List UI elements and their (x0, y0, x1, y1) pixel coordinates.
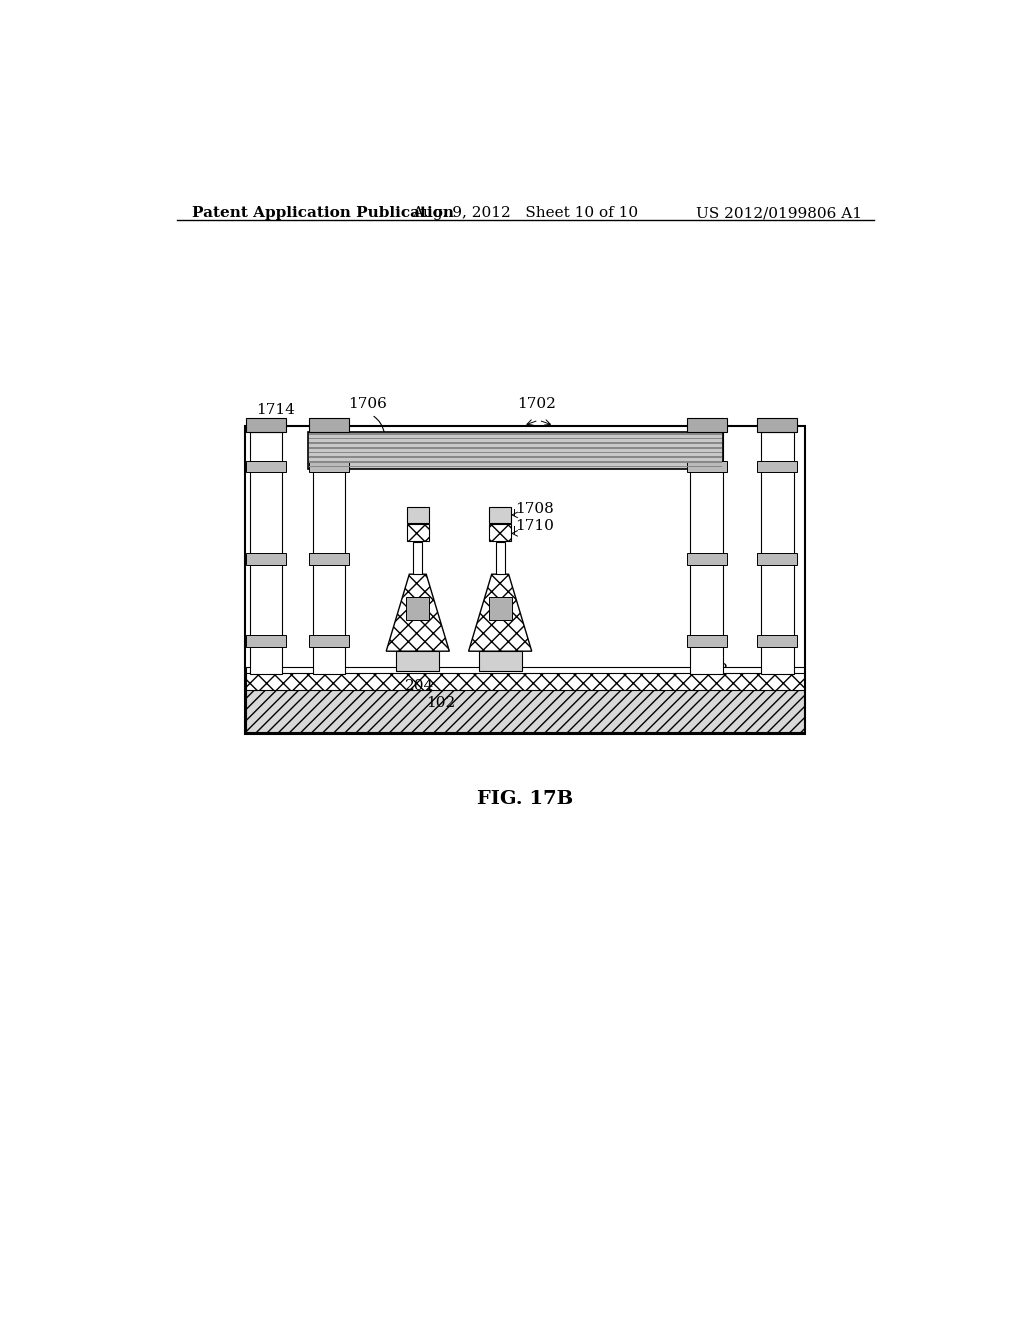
Text: 1702: 1702 (517, 397, 556, 411)
Bar (496, 543, 505, 574)
Bar (246, 686, 804, 733)
Bar (690, 432, 723, 675)
Bar (309, 433, 722, 434)
Bar (758, 461, 798, 473)
Bar (246, 553, 286, 565)
Bar (407, 524, 429, 541)
Bar (686, 461, 727, 473)
Bar (246, 667, 804, 673)
Bar (758, 635, 798, 647)
Text: Aug. 9, 2012   Sheet 10 of 10: Aug. 9, 2012 Sheet 10 of 10 (412, 206, 638, 220)
Text: 1706: 1706 (348, 397, 387, 411)
Text: US 2012/0199806 A1: US 2012/0199806 A1 (696, 206, 862, 220)
Bar (246, 461, 286, 473)
Bar (758, 553, 798, 565)
Bar (758, 418, 798, 432)
Bar (407, 597, 429, 620)
Bar (309, 635, 349, 647)
Bar (396, 651, 439, 671)
Text: Patent Application Publication: Patent Application Publication (193, 206, 455, 220)
Bar (489, 507, 511, 523)
Bar (478, 651, 521, 671)
Text: 102: 102 (426, 696, 456, 710)
Bar (686, 418, 727, 432)
Bar (309, 457, 722, 458)
Polygon shape (469, 574, 531, 651)
Bar (250, 432, 283, 675)
Text: 1708: 1708 (515, 502, 554, 516)
Bar (309, 447, 722, 449)
Bar (309, 438, 722, 440)
Bar (307, 432, 724, 469)
Polygon shape (386, 574, 450, 651)
Bar (407, 507, 429, 523)
Text: 202: 202 (700, 664, 730, 677)
Text: 1710: 1710 (515, 519, 554, 533)
Bar (309, 466, 722, 467)
Text: 1714: 1714 (256, 403, 295, 417)
Bar (761, 432, 794, 675)
Text: FIG. 17B: FIG. 17B (477, 789, 572, 808)
Bar (313, 432, 345, 675)
Bar (686, 635, 727, 647)
Bar (686, 553, 727, 565)
Bar (246, 635, 286, 647)
Bar (489, 524, 511, 541)
Bar (309, 461, 349, 473)
Bar (246, 418, 286, 432)
Bar (309, 442, 722, 444)
Bar (309, 553, 349, 565)
Bar (309, 418, 349, 432)
Bar (246, 671, 804, 689)
Bar (413, 543, 422, 574)
Text: 204: 204 (404, 678, 434, 693)
Bar (245, 426, 805, 734)
Bar (309, 451, 722, 453)
Bar (309, 461, 722, 462)
Bar (488, 597, 512, 620)
